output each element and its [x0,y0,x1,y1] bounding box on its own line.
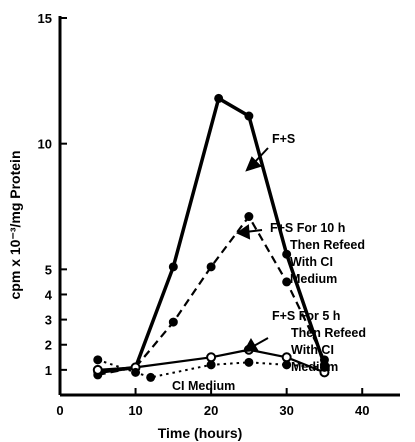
x-tick-label: 20 [204,403,218,418]
data-point [282,249,292,259]
y-tick-label: 2 [45,338,52,353]
data-point [131,367,141,377]
y-tick-label: 1 [45,363,52,378]
annotation-fs5-line2: Then Refeed [291,326,366,340]
x-axis-title: Time (hours) [158,425,243,441]
y-tick-label: 4 [45,287,53,302]
series-3 [93,355,329,382]
data-point [282,360,292,370]
data-point [92,364,103,375]
data-point [168,317,178,327]
arrow-fs5-head [243,337,259,353]
data-point [214,93,224,103]
data-point [93,355,103,365]
data-point [319,362,329,372]
y-tick-label: 15 [38,11,52,26]
x-tick-label: 10 [128,403,142,418]
data-point [244,212,254,222]
annotation-fs10-line2: Then Refeed [290,238,365,252]
annotation-fs10-line4: Medium [290,272,337,286]
data-point [206,360,216,370]
y-tick-label: 5 [45,262,52,277]
annotation-fs10-line1: F+S For 10 h [270,221,345,235]
annotation-fs10-line3: With CI [290,255,333,269]
y-axis-title: cpm x 10⁻³/mg Protein [7,151,23,300]
data-point [206,352,217,363]
annotation-arrows [235,147,269,353]
x-tick-label: 0 [56,403,63,418]
data-point [206,262,216,272]
y-tick-label: 10 [38,137,52,152]
x-tick-label: 40 [355,403,369,418]
data-point [244,357,254,367]
annotation-fs5-line1: F+S For 5 h [272,309,340,323]
data-point [146,372,156,382]
arrow-fs-head [245,156,262,172]
annotation-ci: CI Medium [172,379,235,393]
annotation-fs5-line3: With CI [291,343,334,357]
data-point [168,262,178,272]
x-tick-label: 30 [279,403,293,418]
data-point [281,352,292,363]
annotation-fs: F+S [272,132,295,146]
series-layer [92,93,330,382]
axes: 0 10 20 30 40 1 2 3 4 5 10 15 [38,11,400,418]
arrow-fs10-head [235,224,251,240]
data-point [282,277,292,287]
annotation-fs5-line4: Medium [291,360,338,374]
series-line [97,348,325,374]
y-tick-label: 3 [45,313,52,328]
data-point [244,111,254,121]
